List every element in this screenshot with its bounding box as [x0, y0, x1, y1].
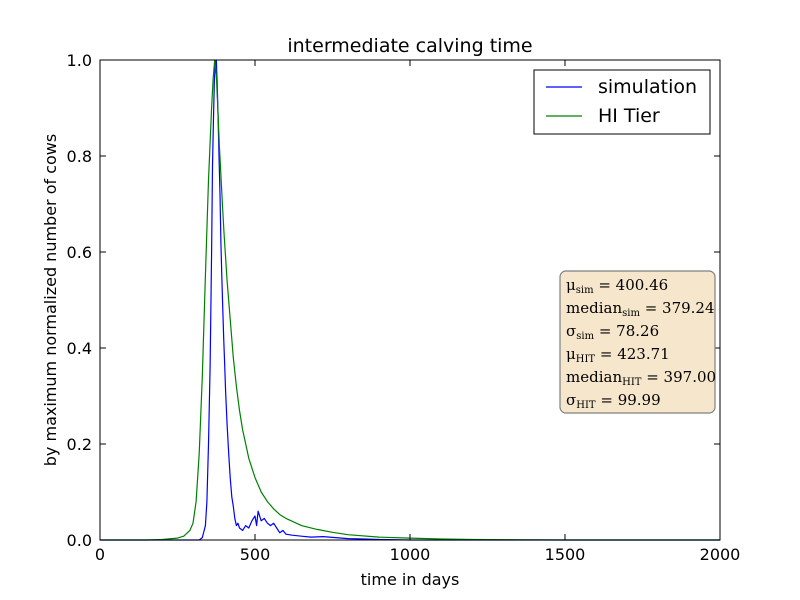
- series-line-hi-tier: [100, 59, 720, 541]
- stats-box-background: [559, 270, 716, 414]
- ticks-layer: 0 500 1000 1500 2000 0.0 0.2 0.4 0.6 0.8 1.0: [67, 51, 741, 564]
- x-tick-label: 1500: [545, 545, 586, 564]
- legend: simulation HI Tier: [533, 69, 711, 135]
- x-tick-label: 1000: [390, 545, 431, 564]
- x-tick-label: 500: [240, 545, 271, 564]
- stats-line: mediansim = 379.24: [566, 299, 715, 319]
- stats-box: μsim = 400.46 mediansim = 379.24 σsim = 78…: [559, 270, 716, 414]
- chart-title: intermediate calving time: [287, 35, 532, 57]
- x-tick-label: 2000: [700, 545, 741, 564]
- legend-label-hi-tier: HI Tier: [598, 105, 660, 127]
- legend-label-simulation: simulation: [598, 76, 697, 98]
- stats-line: μsim = 400.46: [566, 276, 668, 296]
- y-tick-label: 0.2: [67, 435, 92, 454]
- y-axis-title: by maximum normalized number of cows: [41, 134, 60, 466]
- stats-line: σsim = 78.26: [566, 322, 659, 342]
- stats-line: medianHIT = 397.00: [566, 368, 716, 388]
- x-tick-label: 0: [95, 545, 105, 564]
- x-axis-title: time in days: [361, 570, 460, 589]
- y-tick-label: 1.0: [67, 51, 92, 70]
- stats-lines: μsim = 400.46 mediansim = 379.24 σsim = 78…: [566, 276, 716, 411]
- legend-box: [533, 69, 711, 135]
- stats-line: σHIT = 99.99: [566, 391, 661, 411]
- y-tick-label: 0.4: [67, 339, 92, 358]
- y-tick-label: 0.0: [67, 531, 92, 550]
- y-tick-label: 0.6: [67, 243, 92, 262]
- series-line-simulation: [100, 59, 720, 541]
- stats-line: μHIT = 423.71: [566, 345, 670, 365]
- y-tick-label: 0.8: [67, 147, 92, 166]
- series-layer: [100, 59, 720, 541]
